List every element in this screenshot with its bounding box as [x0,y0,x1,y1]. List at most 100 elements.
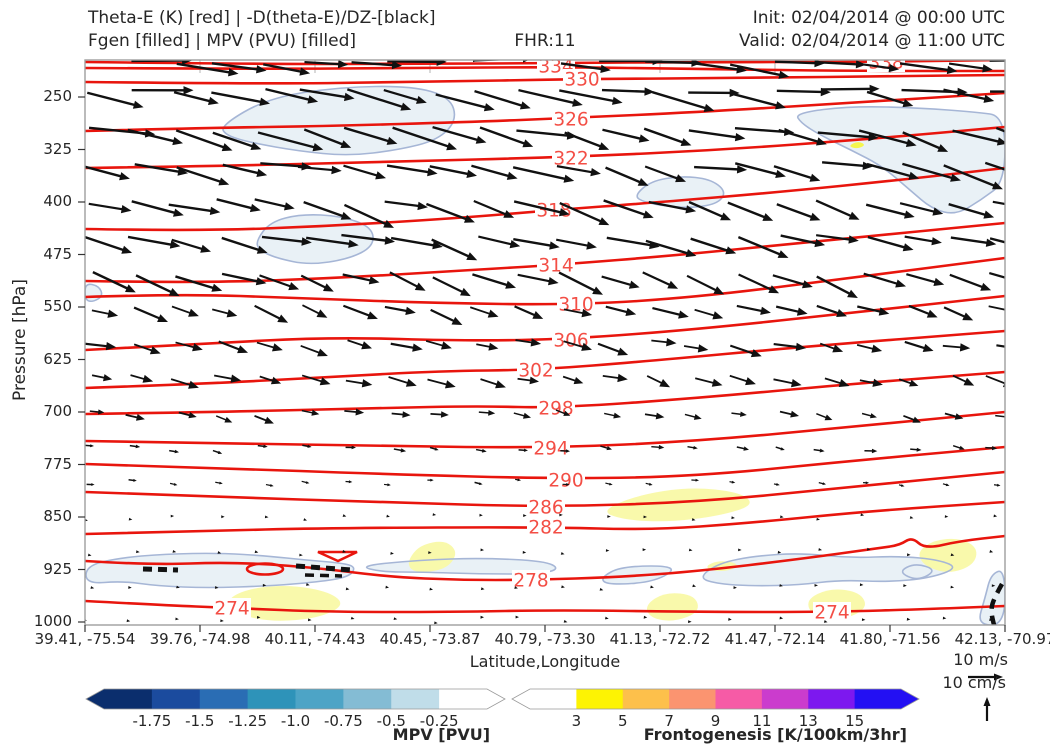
wind-arrow-head [944,515,949,518]
fgen-colorbar-segment [530,689,577,709]
wind-arrow-head [950,553,955,557]
contour-label-326: 326 [553,110,588,131]
wind-arrow-shaft [473,199,510,217]
wind-arrow-head [157,314,168,322]
wind-arrow-head [983,94,995,103]
wind-arrow-shaft [605,166,645,185]
wind-arrow-shaft [690,237,732,254]
wind-arrow-head [254,550,259,554]
wind-arrow-shaft [737,235,785,258]
wind-arrow-head [688,620,692,624]
wind-arrow-head [860,513,865,517]
contour-label-274: 274 [814,603,849,624]
wind-arrow-head [796,307,808,316]
wind-arrow-head [982,64,993,73]
wind-arrow-head [1004,418,1005,420]
mpv-region-outline [602,565,672,585]
wind-arrow-head [745,377,756,386]
wind-arrow-head [658,444,665,450]
wind-arrow-shaft [88,202,127,212]
wind-arrow-shaft [342,273,375,283]
contour-label-282: 282 [528,518,563,539]
wind-arrow-head [908,171,920,180]
wind-arrow-head [1040,55,1050,63]
wind-arrow-head [483,103,495,112]
wind-arrow-shaft [815,234,855,242]
y-tick-label-850: 850 [43,507,72,525]
wind-arrow-head [685,249,697,258]
mpv-region-outline [702,553,954,587]
wind-arrow-shaft [995,126,1005,133]
wind-arrow-head [342,549,346,553]
fgen-colorbar-tick-13: 13 [798,712,818,730]
wind-arrow-head [666,338,677,347]
wind-arrow-shaft [906,273,940,285]
wind-arrow-head [308,618,312,622]
wind-arrow-shaft [559,89,618,103]
wind-arrow-head [368,276,380,285]
negative-dtheta-dz-dashed-contour [295,563,353,573]
wind-arrow-head [340,211,352,220]
wind-arrow-head [429,587,433,591]
wind-arrow-head [523,514,527,517]
theta-e-contour-314 [85,221,1005,284]
wind-arrow-shaft [386,164,433,175]
wind-arrow-head [434,447,439,451]
wind-arrow-head [780,515,784,519]
x-tick-label: 39.76, -74.98 [149,630,251,648]
wind-arrow-shaft [303,128,347,148]
y-tick-label-775: 775 [43,454,72,473]
wind-arrow-shaft [729,63,785,78]
wind-arrow-shaft [173,91,215,104]
contour-label-background [517,360,555,380]
wind-arrow-head [900,484,905,487]
wind-arrow-shaft [556,165,597,175]
wind-arrow-shaft [175,275,218,291]
fgen-colorbar-tick-7: 7 [664,712,674,730]
wind-arrow-head [903,584,907,587]
wind-arrow-shaft [389,271,422,290]
wind-arrow-head [119,172,130,181]
wind-arrow-head [128,517,133,521]
wind-arrow-head [221,515,225,519]
fgen-colorbar-left-arrow [512,689,530,709]
wind-arrow-head [340,140,352,148]
wind-arrow-head [561,585,565,589]
wind-arrow-head [414,282,426,291]
wind-arrow-head [932,207,944,216]
wind-arrow-head [305,481,310,484]
wind-arrow-head [405,306,416,315]
wind-arrow-head [989,549,994,553]
wind-arrow-head [85,518,88,522]
wind-arrow-head [814,584,818,587]
wind-arrow-head [802,280,813,289]
wind-arrow-head [776,483,780,486]
contour-label-background [563,69,601,89]
wind-arrow-shaft [734,162,782,177]
wind-arrow-head [128,586,132,589]
wind-arrow-head [775,101,786,110]
init-time-label: Init: 02/04/2014 @ 00:00 UTC [752,8,1005,28]
wind-arrow-head [344,92,355,102]
wind-arrow-head [348,239,359,248]
wind-arrow-head [530,338,542,347]
wind-arrow-head [922,343,934,352]
wind-arrow-shaft [989,237,1005,244]
wind-arrow-head [192,343,203,352]
wind-arrow-head [91,483,95,486]
mpv-filled-region [980,571,1005,625]
wind-arrow-head [871,448,878,454]
wind-arrow-head [506,171,518,180]
wind-arrow-shaft [168,203,216,213]
wind-arrow-head [572,98,583,107]
wind-arrow-shaft [429,165,473,177]
wind-arrow-head [98,409,105,415]
wind-arrow-shaft [738,273,776,293]
mpv-colorbar-left-arrow [86,689,104,709]
wind-arrow-head [942,616,947,620]
wind-arrow-head [738,548,742,552]
wind-arrow-head [655,412,665,420]
wind-arrow-shaft [652,91,710,111]
wind-arrow-shaft [866,90,909,106]
wind-arrow-shaft [383,89,423,103]
